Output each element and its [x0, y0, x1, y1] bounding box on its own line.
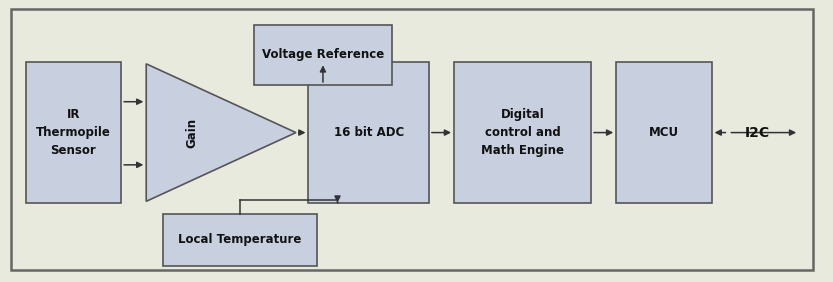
- Text: Local Temperature: Local Temperature: [178, 233, 302, 246]
- Text: 16 bit ADC: 16 bit ADC: [333, 126, 404, 139]
- Text: Digital
control and
Math Engine: Digital control and Math Engine: [481, 108, 564, 157]
- Text: Voltage Reference: Voltage Reference: [262, 48, 384, 61]
- FancyBboxPatch shape: [254, 25, 392, 85]
- FancyBboxPatch shape: [308, 62, 429, 203]
- Text: MCU: MCU: [649, 126, 679, 139]
- Text: IR
Thermopile
Sensor: IR Thermopile Sensor: [36, 108, 111, 157]
- Text: Gain: Gain: [186, 118, 198, 148]
- FancyBboxPatch shape: [454, 62, 591, 203]
- FancyBboxPatch shape: [11, 9, 813, 270]
- FancyBboxPatch shape: [26, 62, 122, 203]
- FancyBboxPatch shape: [163, 214, 317, 266]
- Polygon shape: [147, 64, 296, 201]
- Text: I2C: I2C: [745, 125, 770, 140]
- FancyBboxPatch shape: [616, 62, 711, 203]
